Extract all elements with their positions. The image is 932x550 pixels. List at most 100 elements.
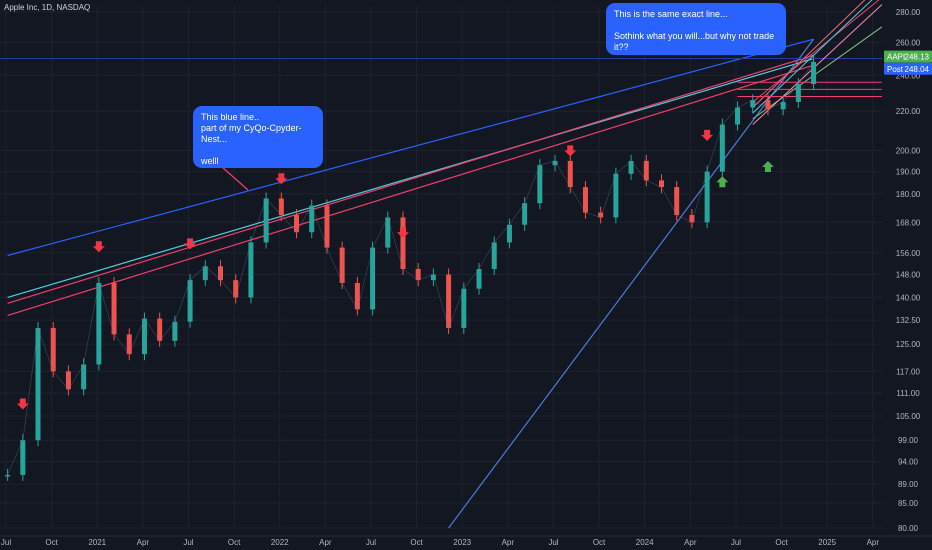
- price-bar: [96, 282, 102, 365]
- y-tick-label: 220.00: [896, 107, 921, 116]
- y-tick-label: 200.00: [896, 146, 921, 155]
- price-bar: [141, 318, 147, 355]
- down-arrow-marker: [396, 227, 409, 239]
- price-bar: [461, 288, 467, 328]
- y-tick-label: 80.00: [898, 524, 919, 533]
- price-bar: [324, 205, 330, 248]
- callout-pointer: [221, 166, 249, 191]
- last-price-value: 248.04: [905, 65, 930, 74]
- grid: [0, 6, 882, 529]
- x-tick-label: Oct: [775, 538, 788, 547]
- x-tick-label: Apr: [502, 538, 515, 547]
- y-tick-label: 140.00: [896, 293, 921, 302]
- price-bar: [415, 269, 421, 281]
- y-tick-label: 190.00: [896, 168, 921, 177]
- x-tick-label: Oct: [410, 538, 423, 547]
- x-tick-label: Apr: [867, 538, 880, 547]
- down-arrow-marker: [16, 398, 29, 410]
- x-tick-label: Jul: [1, 538, 11, 547]
- price-axis-panel: [882, 0, 932, 550]
- price-bar: [126, 334, 132, 355]
- fan-line: [752, 0, 866, 108]
- x-tick-label: Jul: [731, 538, 741, 547]
- y-tick-label: 132.50: [896, 316, 921, 325]
- cyan-trend-line: [7, 57, 814, 299]
- price-bar: [674, 187, 680, 216]
- price-bar: [780, 101, 786, 110]
- callout-blue-line[interactable]: This blue line.. part of my CyQo-Cpyder-…: [193, 106, 323, 168]
- price-bar: [506, 224, 512, 243]
- y-tick-label: 156.00: [896, 249, 921, 258]
- price-bar: [65, 371, 71, 390]
- price-bar: [522, 203, 528, 225]
- price-bar: [202, 266, 208, 281]
- x-tick-label: Oct: [228, 538, 241, 547]
- price-bar: [537, 165, 543, 204]
- price-bar: [339, 247, 345, 283]
- down-arrow-marker: [275, 173, 288, 185]
- down-arrow-marker: [564, 145, 577, 157]
- price-bar: [35, 327, 41, 441]
- pink-trend-line-2: [7, 64, 814, 317]
- up-arrow-marker: [716, 176, 729, 188]
- price-bar: [294, 215, 300, 233]
- x-tick-label: Oct: [593, 538, 606, 547]
- callout-same-line[interactable]: This is the same exact line... Sothink w…: [606, 3, 786, 55]
- price-bar: [385, 217, 391, 248]
- y-tick-label: 105.00: [896, 412, 921, 421]
- price-bar: [81, 364, 87, 390]
- pink-trend-line-1: [7, 54, 814, 304]
- price-bar: [187, 280, 193, 322]
- down-arrow-marker: [701, 129, 714, 141]
- y-tick-label: 117.00: [896, 367, 920, 376]
- down-arrow-marker: [184, 238, 197, 250]
- y-tick-label: 260.00: [896, 38, 921, 47]
- price-bar: [735, 107, 741, 125]
- x-tick-label: Apr: [319, 538, 332, 547]
- price-bar: [811, 61, 817, 85]
- price-bar: [795, 84, 801, 102]
- blue-resistance-line: [7, 38, 814, 257]
- last-price-badge: [884, 50, 932, 63]
- x-tick-label: 2021: [88, 538, 106, 547]
- x-tick-label: 2024: [636, 538, 654, 547]
- price-bar: [218, 266, 223, 281]
- y-tick-label: 125.00: [896, 340, 921, 349]
- price-line: [7, 61, 814, 476]
- last-price-badge: [884, 62, 932, 75]
- y-tick-label: 180.00: [896, 190, 921, 199]
- price-bar: [50, 327, 56, 372]
- price-bar: [400, 217, 406, 270]
- price-bar: [567, 160, 573, 188]
- last-price-value: 248.13: [905, 53, 930, 62]
- x-tick-label: 2025: [818, 538, 836, 547]
- rising-support-line: [448, 38, 815, 529]
- price-bar: [354, 282, 360, 310]
- price-bar: [613, 173, 619, 218]
- y-tick-label: 168.00: [896, 218, 921, 227]
- price-bar: [5, 474, 11, 477]
- x-tick-label: Jul: [548, 538, 558, 547]
- price-bar: [628, 160, 634, 174]
- y-tick-label: 94.00: [898, 458, 919, 467]
- price-bar: [765, 100, 771, 110]
- price-bar: [476, 269, 482, 289]
- fan-line: [752, 4, 883, 125]
- y-tick-label: 240.00: [896, 71, 921, 80]
- y-tick-label: 89.00: [898, 480, 919, 489]
- x-tick-label: 2022: [271, 538, 289, 547]
- price-bar: [263, 198, 269, 243]
- y-tick-label: 148.00: [896, 271, 921, 280]
- x-tick-label: Apr: [137, 538, 150, 547]
- price-bar: [582, 187, 588, 213]
- price-bar: [233, 280, 239, 298]
- fan-line: [752, 0, 880, 103]
- price-bar: [689, 215, 695, 223]
- y-tick-label: 280.00: [896, 8, 921, 17]
- price-bar: [552, 160, 558, 166]
- price-bar: [491, 242, 497, 270]
- x-tick-label: Oct: [45, 538, 58, 547]
